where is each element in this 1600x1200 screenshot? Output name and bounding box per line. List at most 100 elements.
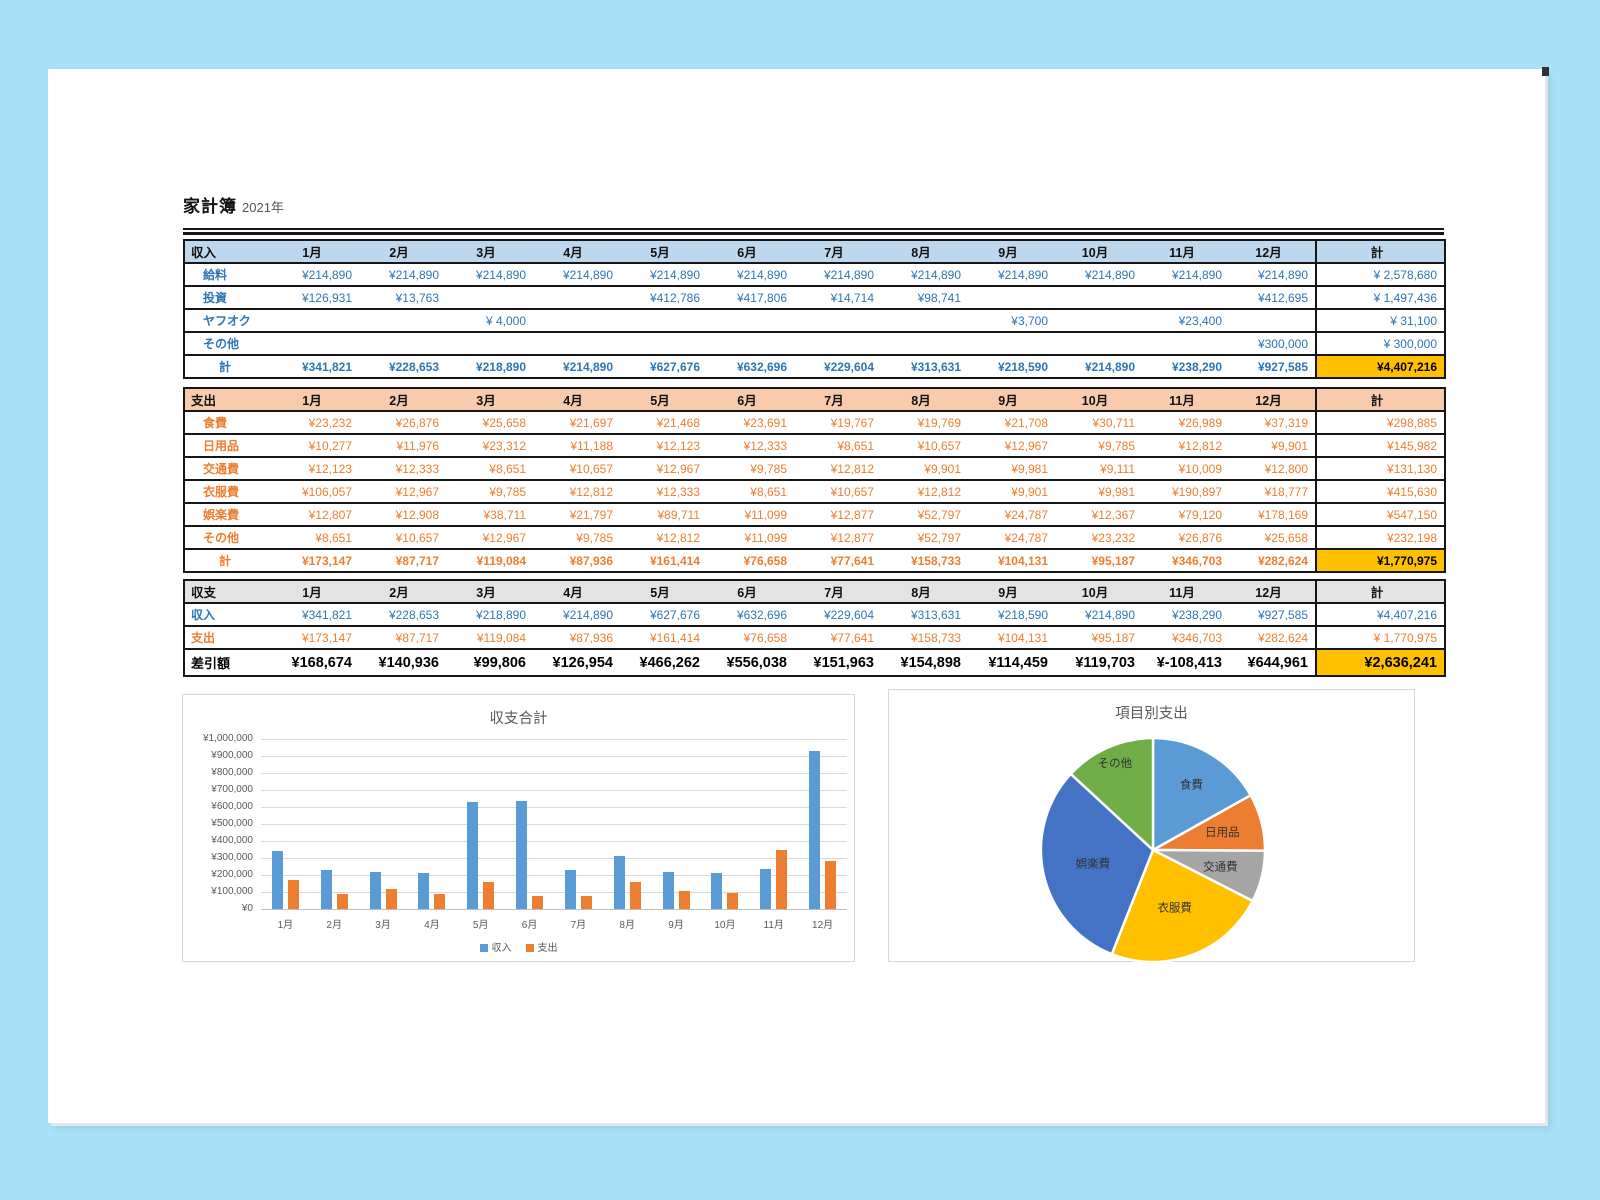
table-cell <box>446 332 533 355</box>
month-header: 4月 <box>533 239 620 263</box>
table-cell: ¥9,111 <box>1100 461 1135 476</box>
y-axis-tick-label: ¥200,000 <box>211 869 253 880</box>
bar-chart-plot-area: ¥0 ¥100,000 ¥200,000 ¥300,000 ¥400,000 ¥500,0… <box>183 695 854 961</box>
total-row: 計 ¥173,147 ¥87,717 ¥119,084 ¥87,936 ¥161,414 ¥… <box>183 549 1446 572</box>
table-cell: ¥218,590 <box>997 607 1048 622</box>
grand-total-cell: ¥2,636,241 <box>1315 649 1446 676</box>
y-axis-tick-label: ¥0 <box>241 903 253 914</box>
table-cell: ¥178,169 <box>1257 507 1308 522</box>
income-table: 収入 1月 2月 3月 4月 5月 6月 7月 8月 9月 10月 11月 12月計給料 ¥214,890… <box>183 239 1446 379</box>
pie-slice <box>1110 848 1254 963</box>
month-header: 1月 <box>272 387 359 411</box>
table-cell: ¥9,785 <box>489 484 526 499</box>
month-header: 3月 <box>446 387 533 411</box>
table-cell: ¥12,877 <box>830 530 874 545</box>
table-cell: ¥214,890 <box>475 267 526 282</box>
table-cell: ¥12,807 <box>308 507 352 522</box>
table-cell: ¥37,319 <box>1264 415 1308 430</box>
table-cell: ¥11,099 <box>744 530 788 545</box>
balance-table: 収支 1月 2月 3月 4月 5月 6月 7月 8月 9月 10月 11月 12月計収入 ¥341,821… <box>183 579 1446 677</box>
row-label: 日用品 <box>183 434 272 457</box>
table-row: 投資 ¥126,931 ¥13,763 ¥412,786 ¥417,806 ¥14,714… <box>183 286 1446 309</box>
table-cell: ¥24,787 <box>1004 530 1048 545</box>
table-cell: ¥12,812 <box>656 530 700 545</box>
table-cell: ¥12,333 <box>743 438 787 453</box>
bar-expense <box>776 850 788 909</box>
table-cell: ¥25,658 <box>482 415 526 430</box>
table-cell: ¥412,786 <box>649 290 700 305</box>
table-cell: ¥627,676 <box>649 359 700 374</box>
table-cell: ¥52,797 <box>917 507 961 522</box>
row-total-cell: ¥ 1,497,436 <box>1315 286 1446 309</box>
table-cell: ¥214,890 <box>823 267 874 282</box>
section-header-label: 支出 <box>183 387 272 411</box>
table-cell: ¥10,657 <box>917 438 961 453</box>
month-header: 7月 <box>794 579 881 603</box>
pie-label: 娯楽費 <box>1076 857 1111 871</box>
row-total-cell: ¥ 31,100 <box>1315 309 1446 332</box>
month-header: 8月 <box>881 579 968 603</box>
bar-expense <box>825 861 837 909</box>
table-cell: ¥632,696 <box>736 359 787 374</box>
table-cell: ¥76,658 <box>743 553 787 568</box>
table-cell: ¥23,312 <box>482 438 526 453</box>
month-header: 6月 <box>707 387 794 411</box>
table-cell <box>794 332 881 355</box>
document-page: 家計簿 2021年 収入 1月 2月 3月 4月 5月 6月 7月 8月 9月 10月 11月 12月計給… <box>48 67 1549 1123</box>
bar-expense <box>434 894 446 909</box>
total-header: 計 <box>1315 239 1446 263</box>
table-cell: ¥119,084 <box>476 630 526 645</box>
table-cell: ¥12,967 <box>656 461 700 476</box>
bar-expense <box>287 879 299 909</box>
gridline <box>261 892 847 893</box>
table-cell: ¥9,981 <box>1098 484 1135 499</box>
month-header: 6月 <box>707 579 794 603</box>
bar-expense <box>532 896 544 909</box>
table-cell: ¥214,890 <box>301 267 352 282</box>
x-axis-tick-label: 12月 <box>812 920 834 931</box>
table-cell: ¥140,936 <box>378 654 439 671</box>
table-cell: ¥38,711 <box>483 507 527 522</box>
bar-chart: 収支合計 ¥0 ¥100,000 ¥200,000 ¥300,000 ¥400,000 ¥… <box>182 694 855 962</box>
total-header: 計 <box>1315 579 1446 603</box>
row-label: 投資 <box>183 286 272 309</box>
table-header-row: 収入 1月 2月 3月 4月 5月 6月 7月 8月 9月 10月 11月 12月計 <box>183 239 1446 263</box>
row-label: 交通費 <box>183 457 272 480</box>
table-cell <box>620 309 707 332</box>
total-row-label: 計 <box>183 355 272 378</box>
table-cell: ¥21,708 <box>1004 415 1048 430</box>
table-cell: ¥214,890 <box>562 607 613 622</box>
table-cell: ¥632,696 <box>736 607 787 622</box>
table-cell: ¥9,785 <box>576 530 613 545</box>
table-cell: ¥346,703 <box>1171 630 1222 645</box>
table-cell: ¥238,290 <box>1171 359 1222 374</box>
table-cell: ¥79,120 <box>1178 507 1222 522</box>
table-cell: ¥341,821 <box>301 359 352 374</box>
month-header: 2月 <box>359 239 446 263</box>
table-cell: ¥346,703 <box>1171 553 1222 568</box>
table-cell: ¥8,651 <box>489 461 526 476</box>
table-cell: ¥12,877 <box>830 507 874 522</box>
table-cell: ¥218,890 <box>475 607 526 622</box>
y-axis-tick-label: ¥1,000,000 <box>202 733 253 744</box>
bar-income <box>662 871 674 909</box>
table-cell: ¥151,963 <box>813 654 874 671</box>
table-cell <box>272 332 359 355</box>
table-cell: ¥161,414 <box>649 630 700 645</box>
table-cell: ¥23,691 <box>743 415 787 430</box>
table-cell: ¥8,651 <box>315 530 352 545</box>
month-header: 12月 <box>1229 239 1316 263</box>
gridline <box>261 858 847 859</box>
table-cell: ¥76,658 <box>743 630 787 645</box>
table-cell: ¥154,898 <box>900 654 961 671</box>
table-cell: ¥14,714 <box>830 290 874 305</box>
table-cell: ¥11,976 <box>396 438 440 453</box>
bar-expense <box>336 894 348 909</box>
table-cell: ¥114,459 <box>988 654 1048 671</box>
bar-chart-title: 収支合計 <box>489 711 548 727</box>
table-cell: ¥9,785 <box>750 461 787 476</box>
row-total-cell: ¥ 1,770,975 <box>1315 626 1446 649</box>
x-axis-tick-label: 8月 <box>619 920 635 931</box>
y-axis-tick-label: ¥900,000 <box>211 750 253 761</box>
month-header: 11月 <box>1142 579 1229 603</box>
